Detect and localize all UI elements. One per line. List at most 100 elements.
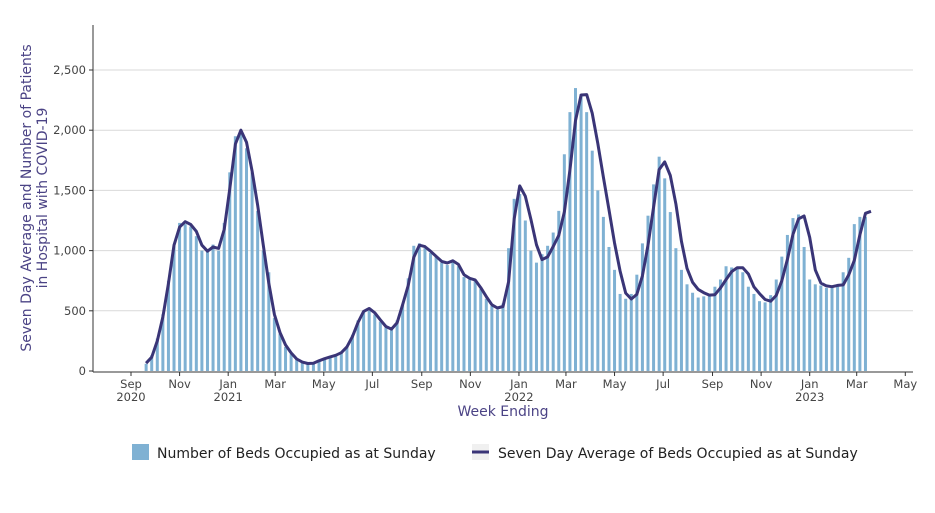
y-tick-labels: 0 500 1,000 1,500 2,000 2,500: [53, 63, 93, 378]
bar: [696, 297, 700, 371]
bar: [797, 214, 801, 371]
x-tick-label: Jul: [655, 377, 670, 391]
bar: [518, 194, 522, 371]
x-tick-label: Sep: [120, 377, 142, 391]
bar: [183, 224, 187, 371]
bar: [718, 279, 722, 371]
bar: [373, 314, 377, 371]
bar: [468, 279, 472, 371]
x-tick-label: Mar: [846, 377, 868, 391]
bar: [267, 272, 271, 371]
bar: [657, 156, 661, 371]
bar: [401, 304, 405, 371]
bar: [562, 154, 566, 371]
bar: [702, 296, 706, 371]
bar: [317, 360, 321, 371]
y-tick-label: 500: [64, 304, 86, 318]
bar: [590, 150, 594, 371]
bar: [217, 250, 221, 371]
bar: [640, 243, 644, 371]
legend-label-line: Seven Day Average of Beds Occupied as at…: [498, 446, 858, 462]
bar: [551, 232, 555, 371]
bar: [395, 320, 399, 371]
bar: [635, 274, 639, 371]
bar: [256, 210, 260, 371]
bar: [585, 112, 589, 371]
bar: [250, 172, 254, 371]
y-tick-label: 0: [79, 364, 86, 378]
y-tick-label: 1,000: [53, 244, 86, 258]
bar: [211, 244, 215, 371]
x-tick-label: Nov: [459, 377, 482, 391]
y-axis-label-line-2: in Hospital with COVID-19: [35, 108, 51, 289]
x-tick-label: Jan: [800, 377, 819, 391]
bar: [674, 248, 678, 371]
bar: [707, 295, 711, 371]
bar: [272, 318, 276, 371]
bar: [429, 253, 433, 371]
bar: [384, 327, 388, 371]
bar: [172, 244, 176, 371]
x-tick-label: Sep: [702, 377, 724, 391]
bar: [858, 216, 862, 371]
bar: [189, 226, 193, 371]
bar: [362, 310, 366, 371]
bar: [334, 355, 338, 371]
bar: [245, 148, 249, 371]
y-axis-label-line-1: Seven Day Average and Number of Patients: [19, 44, 35, 351]
y-axis-label: Seven Day Average and Number of Patients…: [19, 44, 51, 351]
x-axis-label: Week Ending: [457, 404, 548, 420]
bar: [161, 314, 165, 371]
x-tick-label: 2020: [116, 390, 145, 404]
bar: [222, 222, 226, 371]
bar: [284, 346, 288, 371]
bar-series: [144, 88, 867, 371]
bar: [512, 198, 516, 371]
x-tick-label: Mar: [264, 377, 286, 391]
bar: [741, 272, 745, 371]
bar: [479, 289, 483, 371]
bar: [350, 334, 354, 371]
bar: [802, 246, 806, 371]
x-tick-label: Nov: [750, 377, 773, 391]
bar: [629, 293, 633, 371]
bar: [579, 94, 583, 371]
x-tick-label: 2021: [214, 390, 243, 404]
bar: [808, 279, 812, 371]
bar: [144, 363, 148, 371]
bar: [205, 251, 209, 371]
bar: [596, 190, 600, 371]
bar: [863, 216, 867, 371]
seven-day-average-line: [145, 93, 872, 365]
bar: [758, 301, 762, 371]
bar: [668, 212, 672, 371]
bar: [735, 267, 739, 371]
bar: [601, 216, 605, 371]
bar: [791, 218, 795, 371]
y-tick-label: 1,500: [53, 183, 86, 197]
bar: [724, 266, 728, 371]
bar: [836, 284, 840, 371]
bar: [484, 298, 488, 371]
bar: [618, 293, 622, 371]
bar: [730, 267, 734, 371]
bar: [423, 248, 427, 371]
bar: [356, 320, 360, 371]
bar: [462, 277, 466, 371]
bar: [847, 257, 851, 371]
bar: [652, 184, 656, 371]
x-tick-label: Sep: [411, 377, 433, 391]
x-tick-label: Jan: [218, 377, 237, 391]
bar: [155, 338, 159, 371]
legend-label-bars: Number of Beds Occupied as at Sunday: [157, 446, 436, 462]
bar: [228, 172, 232, 371]
x-tick-label: Mar: [555, 377, 577, 391]
bar: [200, 250, 204, 371]
bar: [323, 357, 327, 371]
bar: [540, 254, 544, 371]
bar: [507, 248, 511, 371]
bar: [574, 88, 578, 371]
bar: [445, 265, 449, 371]
bar: [378, 321, 382, 371]
